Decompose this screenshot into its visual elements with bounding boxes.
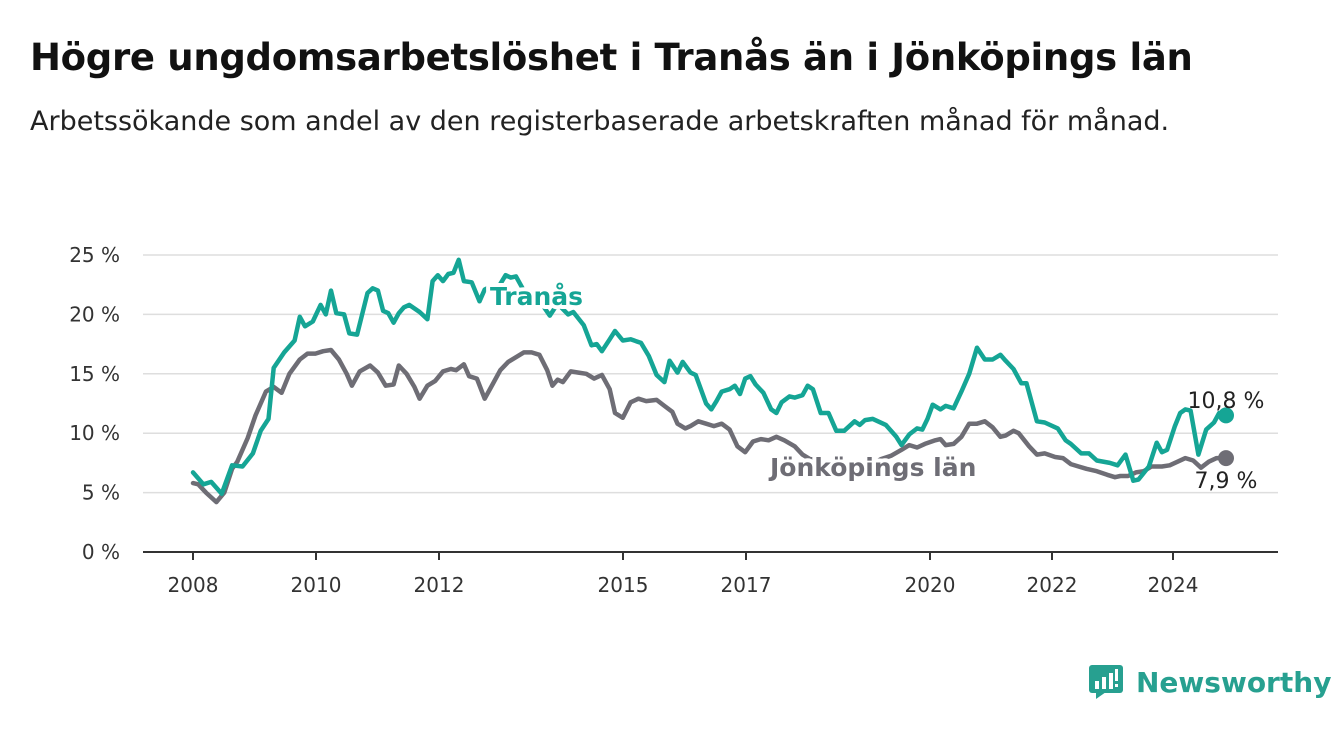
y-axis-ticks: 0 % 5 % 10 % 15 % 20 % 25 % xyxy=(69,243,120,564)
series-end-dot-0 xyxy=(1218,407,1234,424)
x-tick-label: 2020 xyxy=(905,573,956,597)
x-tick-label: 2022 xyxy=(1027,573,1078,597)
x-tick-label: 2015 xyxy=(598,573,649,597)
series-label-jonkopings-lan-halo: Jönköpings län xyxy=(768,453,976,482)
series-end-dot-1 xyxy=(1218,450,1234,467)
series-label-tranas: Tranås xyxy=(490,282,583,311)
series-label-jonkopings-lan: Jönköpings län xyxy=(768,453,976,482)
y-tick-label: 20 % xyxy=(69,302,120,326)
series-line-0 xyxy=(190,257,1229,497)
x-tick-label: 2012 xyxy=(414,573,465,597)
x-axis: 2008 2010 2012 2015 2017 2020 2022 2024 xyxy=(143,551,1278,597)
brand-name: Newsworthy xyxy=(1136,665,1332,699)
end-value-tranas: 10,8 % xyxy=(1188,389,1265,414)
x-tick-label: 2008 xyxy=(168,573,219,597)
y-tick-label: 10 % xyxy=(69,421,120,445)
y-tick-label: 25 % xyxy=(69,243,120,267)
chart-subtitle: Arbetssökande som andel av den registerb… xyxy=(30,106,1170,137)
end-value-jonkopings-lan: 7,9 % xyxy=(1195,469,1258,494)
y-tick-label: 5 % xyxy=(82,481,120,505)
series-label-tranas-halo: Tranås xyxy=(490,282,583,311)
x-tick-label: 2024 xyxy=(1148,573,1199,597)
y-tick-label: 15 % xyxy=(69,362,120,386)
series-lines xyxy=(190,257,1234,505)
x-tick-label: 2017 xyxy=(721,573,772,597)
newsworthy-logo: Newsworthy xyxy=(1088,660,1331,704)
x-tick-label: 2010 xyxy=(291,573,342,597)
chart-title: Högre ungdomsarbetslöshet i Tranås än i … xyxy=(30,36,1193,79)
newsworthy-icon xyxy=(1089,665,1123,699)
series-line-1 xyxy=(190,347,1229,505)
y-tick-label: 0 % xyxy=(82,540,120,564)
y-gridlines xyxy=(143,254,1278,494)
